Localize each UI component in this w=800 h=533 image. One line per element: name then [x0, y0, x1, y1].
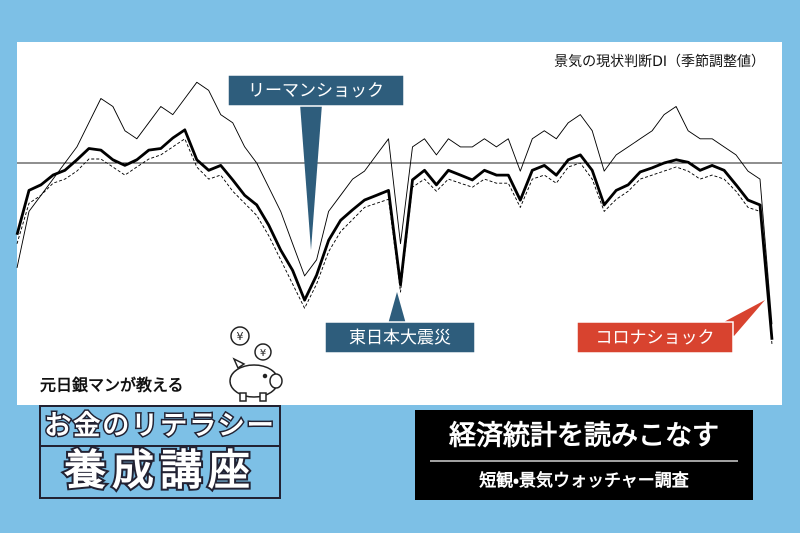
callout-tohoku: 東日本大震災	[324, 292, 476, 354]
piggy-bank-icon: ¥ ¥	[229, 326, 283, 402]
tagline: 元日銀マンが教える	[40, 376, 184, 395]
episode-box	[415, 410, 753, 500]
callout-box	[576, 321, 734, 354]
series-title-top: お金のリテラシー	[44, 411, 275, 442]
chart-title: 景気の現状判断DI（季節調整値）	[554, 53, 765, 70]
svg-text:¥: ¥	[237, 330, 244, 343]
callout-corona: コロナショック	[576, 300, 765, 354]
episode-subtitle: 短観・景気ウォッチャー調査	[479, 470, 690, 491]
series-line	[16, 138, 773, 345]
plot-area	[15, 81, 782, 345]
callout-box	[324, 321, 476, 354]
callout-pointer	[300, 104, 322, 250]
callout-label: 東日本大震災	[349, 328, 451, 348]
series-line	[15, 128, 774, 340]
svg-text:¥: ¥	[260, 348, 266, 359]
title-frame-main	[39, 445, 281, 499]
callout-label: コロナショック	[596, 328, 715, 348]
callout-lehman: リーマンショック	[227, 74, 405, 250]
series-line	[16, 81, 773, 325]
callout-pointer	[388, 292, 406, 324]
callout-box	[227, 74, 405, 107]
episode-title: 経済統計を読みこなす	[449, 420, 719, 452]
callout-label: リーマンショック	[248, 81, 384, 101]
series-title-main: 養成講座	[63, 446, 256, 495]
